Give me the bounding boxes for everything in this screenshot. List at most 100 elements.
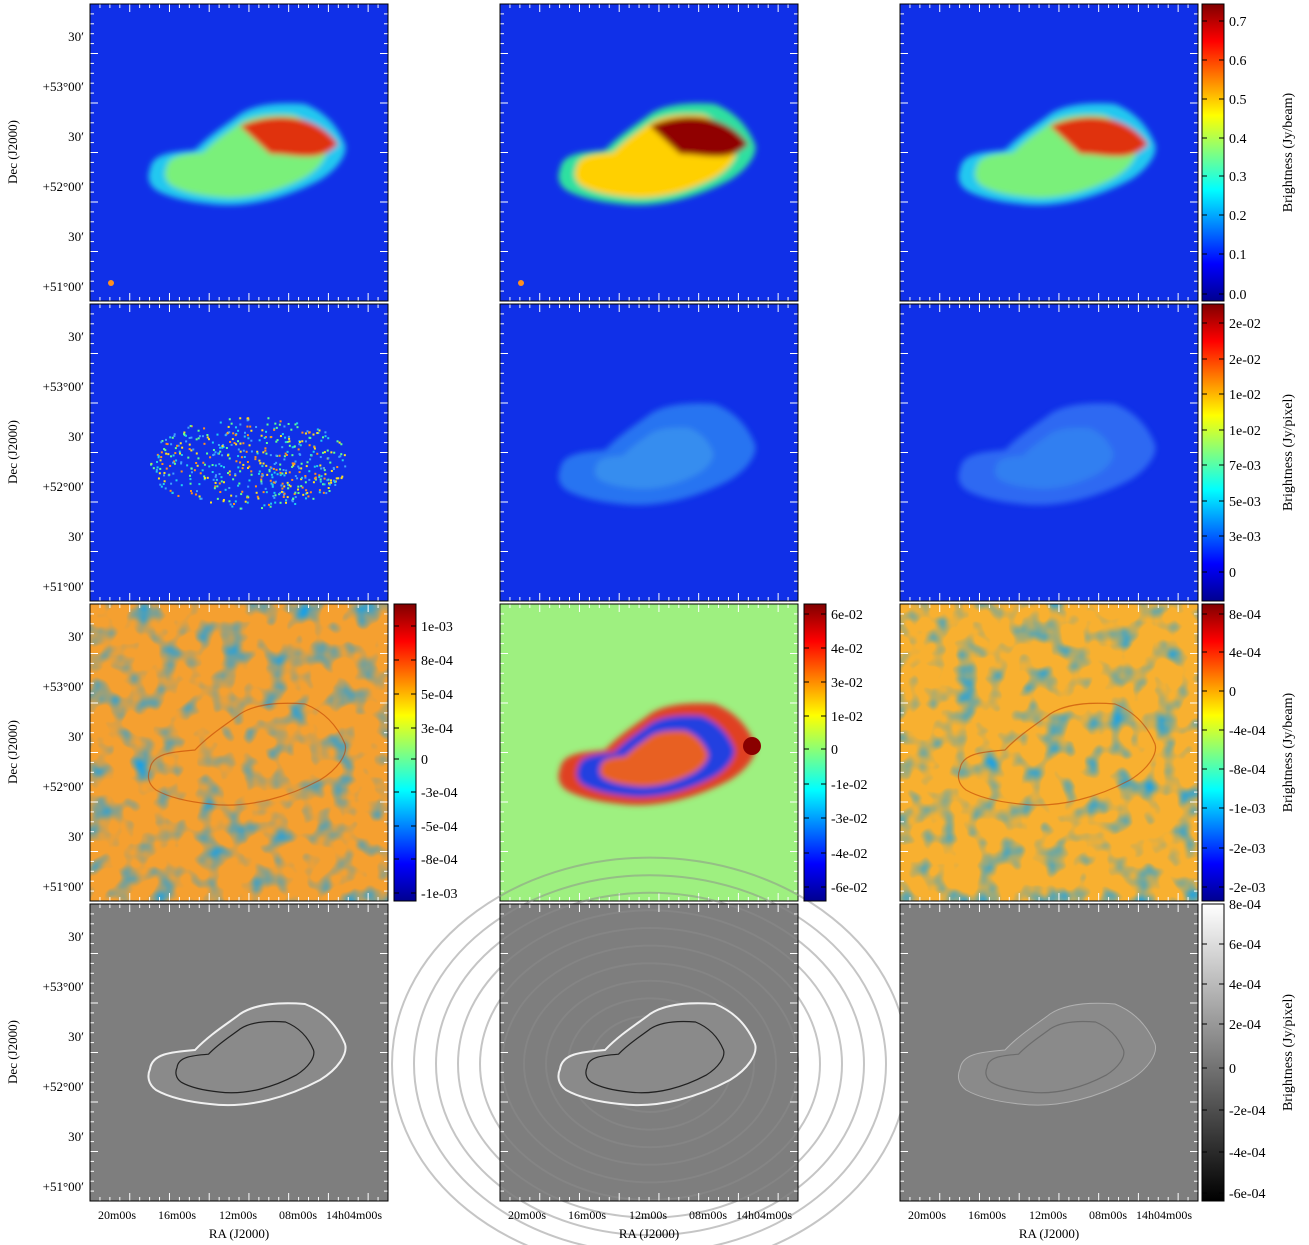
speckle (294, 491, 297, 494)
y-axis-label: Dec (J2000) (5, 720, 20, 784)
speckle (322, 436, 325, 439)
panel-frame (89, 603, 389, 902)
speckle (173, 462, 176, 465)
speckle (270, 467, 273, 470)
speckle (171, 491, 174, 494)
speckle (318, 474, 321, 477)
speckle (159, 483, 162, 486)
ripple (413, 874, 887, 1245)
speckle (304, 476, 307, 479)
y-tick-label: 30′ (68, 229, 84, 244)
speckle (273, 463, 276, 466)
colorbar-label: Brightness (Jy/beam) (1281, 692, 1296, 812)
colorbar-tick-label: 0 (1229, 685, 1236, 700)
colorbar-tick-label: 0.0 (1229, 288, 1247, 303)
residual-noise (900, 604, 1198, 901)
speckle (320, 475, 323, 478)
y-tick-label: 30′ (68, 529, 84, 544)
speckle (271, 476, 274, 479)
speckle (199, 497, 202, 500)
colorbar-tick-label: -3e-04 (421, 786, 458, 801)
speckle (209, 456, 212, 459)
colorbar-tick-label: -1e-03 (1229, 802, 1266, 817)
speckle (265, 491, 268, 494)
residual-hotspot (743, 737, 761, 755)
speckle (270, 502, 273, 505)
speckle (305, 465, 308, 468)
speckle (291, 465, 294, 468)
speckle (293, 492, 296, 495)
speckle (305, 492, 308, 495)
speckle (169, 489, 172, 492)
speckle (247, 485, 250, 488)
speckle (179, 442, 182, 445)
y-tick-label: +51°00′ (43, 1179, 85, 1194)
speckle (239, 442, 242, 445)
speckle (172, 461, 175, 464)
x-tick-label: 12m00s (1029, 1208, 1067, 1222)
speckle (203, 477, 206, 480)
speckle (216, 485, 219, 488)
speckle (279, 420, 282, 423)
speckle (203, 478, 206, 481)
speckle (304, 432, 307, 435)
y-tick-label: 30′ (68, 429, 84, 444)
speckle (271, 485, 274, 488)
colorbar-tick-label: 0 (1229, 1062, 1236, 1077)
y-tick-label: 30′ (68, 1029, 84, 1044)
speckle (274, 422, 277, 425)
colorbar-tick-label: 0.1 (1229, 248, 1247, 263)
speckle (263, 504, 266, 507)
speckle (313, 477, 316, 480)
speckle (304, 497, 307, 500)
residual-core (599, 730, 709, 787)
speckle (190, 449, 193, 452)
speckle (273, 471, 276, 474)
colorbar-tick-label: 0.5 (1229, 93, 1247, 108)
speckle (312, 497, 315, 500)
speckle (241, 490, 244, 493)
speckle (214, 464, 217, 467)
speckle (266, 473, 269, 476)
colorbar-tick-label: 7e-03 (1229, 459, 1261, 474)
speckle (172, 472, 175, 475)
speckle (235, 460, 238, 463)
y-tick-label: 30′ (68, 829, 84, 844)
speckle (180, 484, 183, 487)
axis-ticks (900, 304, 1198, 601)
speckle (340, 453, 343, 456)
speckle (211, 441, 214, 444)
speckle (328, 483, 331, 486)
speckle (175, 479, 178, 482)
speckle (333, 481, 336, 484)
speckle (176, 444, 179, 447)
speckle (269, 454, 272, 457)
speckle (183, 431, 186, 434)
speckle (254, 456, 257, 459)
source-emission (558, 103, 756, 206)
y-tick-label: +51°00′ (43, 579, 85, 594)
speckle (246, 434, 249, 437)
speckle (312, 450, 315, 453)
speckle (221, 454, 224, 457)
speckle (322, 483, 325, 486)
residual-structure (558, 703, 756, 806)
speckle (261, 429, 264, 432)
speckle (326, 449, 329, 452)
axis-ticks (500, 304, 798, 601)
speckle (298, 443, 301, 446)
speckle (190, 471, 193, 474)
speckle (217, 444, 220, 447)
speckle (336, 466, 339, 469)
speckle (288, 484, 291, 487)
speckle (316, 432, 319, 435)
speckle (189, 482, 192, 485)
speckle (259, 462, 262, 465)
speckle (272, 467, 275, 470)
speckle (250, 439, 253, 442)
speckle (256, 450, 259, 453)
speckle (264, 487, 267, 490)
speckle (258, 470, 261, 473)
speckle (323, 483, 326, 486)
